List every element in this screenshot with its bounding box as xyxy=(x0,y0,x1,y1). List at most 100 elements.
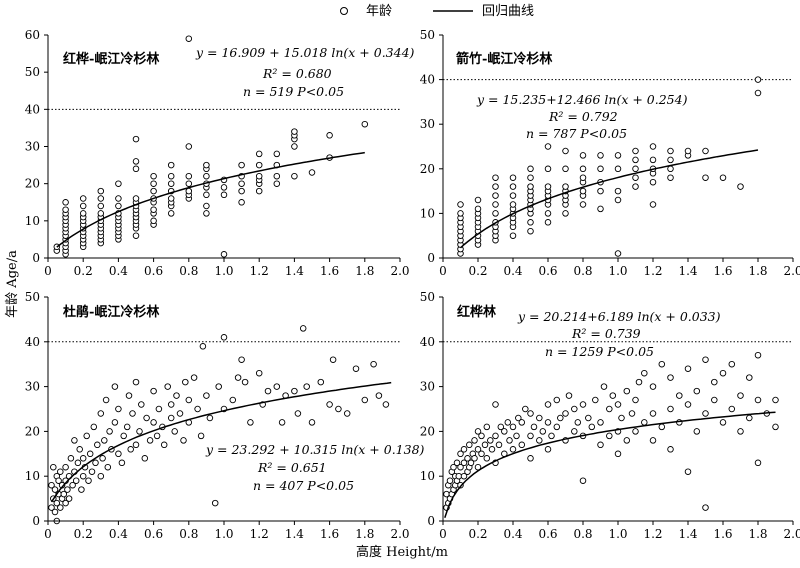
panel-4-point xyxy=(481,441,489,449)
panel-4-point xyxy=(614,450,622,458)
panel-3-point xyxy=(194,405,201,413)
panel-3-point xyxy=(370,360,377,368)
panel-3: 0 0.2 0.4 0.6 0.8 1.0 1.2 1.4 1.6 1.8 2.0 0 10 20 30 40… xyxy=(25,290,425,541)
panel-1-point xyxy=(79,195,87,202)
panel-2-y-tick-label: 50 xyxy=(420,28,435,42)
panel-3-n-p: n = 407 P<0.05 xyxy=(253,478,354,493)
panel-4-point xyxy=(754,459,762,467)
panel-3-point xyxy=(211,499,219,507)
panel-2-point xyxy=(667,165,674,173)
panel-4-point xyxy=(588,423,596,431)
panel-3-point xyxy=(115,450,122,458)
panel-3-x-tick-label: 1.0 xyxy=(214,527,233,541)
panel-4-point xyxy=(487,437,494,444)
panel-3-x-tick-label: 1.8 xyxy=(355,527,374,541)
panel-2-point xyxy=(597,205,604,213)
panel-3-point xyxy=(106,428,113,435)
panel-4-point xyxy=(544,446,552,453)
panel-3-x-tick-label: 0.8 xyxy=(179,527,198,541)
panel-4-point xyxy=(772,396,779,404)
panel-2-point xyxy=(649,156,657,164)
panel-4-point xyxy=(702,410,709,417)
panel-3-point xyxy=(78,486,85,493)
panel-3-point xyxy=(264,387,272,395)
panel-3-x-tick-label: 0.4 xyxy=(109,527,128,541)
panel-3-point xyxy=(229,396,237,404)
panel-4-point xyxy=(483,455,491,462)
panel-1-point xyxy=(308,169,316,176)
panel-1-y-tick-label: 50 xyxy=(25,65,40,79)
panel-4-point xyxy=(471,455,478,462)
panel-1-point xyxy=(115,202,122,210)
panel-3-points xyxy=(48,325,390,525)
panel-4-point xyxy=(515,414,522,422)
panel-4-point xyxy=(565,392,573,399)
panel-4-point xyxy=(728,360,736,368)
panel-3-point xyxy=(278,419,286,426)
panel-2-point xyxy=(632,147,639,155)
panel-3-point xyxy=(123,423,131,431)
panel-2-point xyxy=(702,174,709,181)
panel-3-point xyxy=(92,459,99,467)
panel-2-point xyxy=(649,143,657,150)
panel-3-point xyxy=(234,374,242,381)
panel-2-point xyxy=(509,232,517,239)
panel-3-point xyxy=(160,441,168,449)
panel-3-x-tick-label: 1.6 xyxy=(320,527,339,541)
panel-4-point xyxy=(509,423,517,431)
panel-3-point xyxy=(167,401,175,408)
panel-4-point xyxy=(623,437,631,444)
legend-scatter-label: 年龄 xyxy=(366,4,392,19)
panel-4-point xyxy=(474,428,482,435)
panel-3-point xyxy=(303,383,310,390)
panel-3-point xyxy=(167,414,175,422)
panel-4-point xyxy=(623,387,631,395)
panel-3-point xyxy=(291,387,298,395)
panel-3-x-tick-label: 2.0 xyxy=(390,527,409,541)
panel-3-point xyxy=(90,423,98,431)
panel-1-fit-curve xyxy=(56,151,365,248)
panel-4-x-tick-label: 1.2 xyxy=(643,527,662,541)
panel-3-point xyxy=(85,477,92,484)
panel-1-point xyxy=(291,172,298,180)
panel-3-fit-curve xyxy=(50,381,392,503)
panel-4-point xyxy=(585,414,592,422)
panel-4-x-tick-label: 0 xyxy=(439,527,447,541)
panel-2-point xyxy=(597,152,604,159)
panel-4-point xyxy=(746,414,753,422)
panel-1-point xyxy=(220,251,228,258)
panel-1-point xyxy=(273,150,281,158)
panel-1-point xyxy=(167,210,175,217)
panel-4-point xyxy=(478,450,485,458)
panel-2-point xyxy=(754,89,762,97)
panel-3-point xyxy=(72,477,80,484)
panel-3-point xyxy=(101,437,108,444)
panel-4-x-tick-label: 1.4 xyxy=(678,527,697,541)
panel-1-point xyxy=(220,191,228,199)
panel-4-point xyxy=(506,437,513,444)
panel-1-equation: y = 16.909 + 15.018 ln(x + 0.344) xyxy=(195,45,415,60)
panel-4-x-tick-label: 0.2 xyxy=(468,527,487,541)
panel-3-point xyxy=(132,378,140,386)
panel-2-x-tick-label: 1.0 xyxy=(608,264,627,278)
panel-3-equation: y = 23.292 + 10.315 ln(x + 0.138) xyxy=(205,442,425,457)
panel-1-point xyxy=(361,120,369,128)
panel-3-x-tick-label: 0.2 xyxy=(74,527,93,541)
panel-3-point xyxy=(220,334,228,341)
panel-2-x-tick-label: 1.2 xyxy=(643,264,662,278)
panel-2-point xyxy=(527,183,534,190)
panel-3-point xyxy=(238,356,245,363)
panel-2-point xyxy=(579,174,587,181)
panel-1-point xyxy=(150,172,157,180)
panel-1-x-tick-label: 2.0 xyxy=(390,264,409,278)
panel-2: 0 0.2 0.4 0.6 0.8 1.0 1.2 1.4 1.6 1.8 2.0 0 10 20 30 40… xyxy=(420,28,800,278)
panel-2-point xyxy=(544,183,552,190)
panel-1-point xyxy=(150,187,157,195)
panel-4-point xyxy=(579,401,587,408)
panel-3-point xyxy=(164,383,171,390)
panel-4-point xyxy=(495,441,503,449)
panel-4-y-tick-label: 0 xyxy=(427,514,435,528)
panel-1-x-tick-label: 0.2 xyxy=(74,264,93,278)
panel-3-point xyxy=(273,383,281,390)
